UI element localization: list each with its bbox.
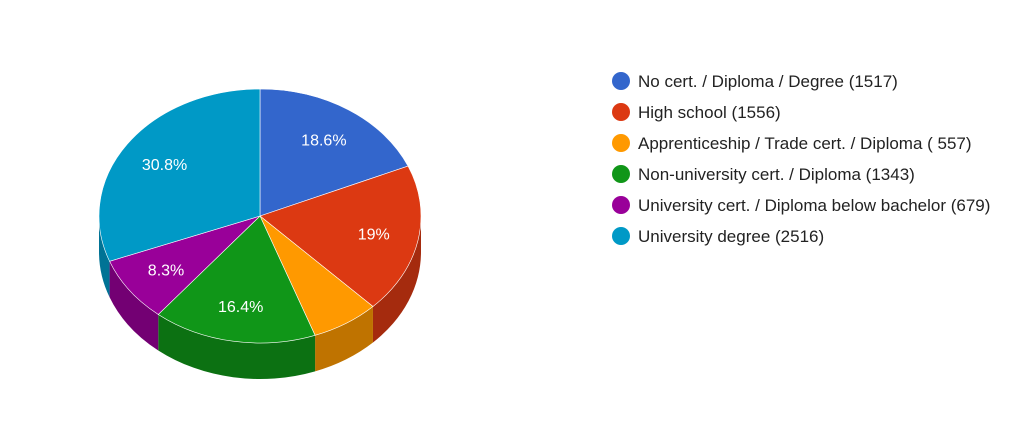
slice-percent-label: 19%: [358, 227, 390, 244]
legend-swatch-icon: [612, 165, 630, 183]
legend-item-university-cert[interactable]: University cert. / Diploma below bachelo…: [612, 194, 1002, 217]
legend-item-high-school[interactable]: High school (1556): [612, 101, 1002, 124]
slice-percent-label: 16.4%: [218, 299, 263, 316]
legend-label: Apprenticeship / Trade cert. / Diploma (…: [638, 134, 972, 153]
legend-swatch-icon: [612, 134, 630, 152]
pie-slice-side: [109, 261, 159, 351]
pie-slice-side: [99, 216, 110, 298]
pie-chart: 18.6% 19% 16.4% 8.3% 30.8%: [98, 88, 422, 379]
slice-percent-label: 30.8%: [142, 157, 187, 174]
pie-slice-side: [372, 216, 422, 343]
pie-slice-side: [315, 306, 373, 372]
pie-slice[interactable]: [259, 165, 422, 307]
legend-item-non-university[interactable]: Non-university cert. / Diploma (1343): [612, 163, 1002, 186]
slice-percent-label: 8.3%: [148, 263, 184, 280]
pie-slice-side: [158, 314, 316, 379]
pie-slices: [98, 88, 422, 344]
legend-label: University cert. / Diploma below bachelo…: [638, 196, 991, 215]
legend-swatch-icon: [612, 72, 630, 90]
legend-swatch-icon: [612, 227, 630, 245]
pie-slice[interactable]: [157, 215, 316, 344]
legend-label: University degree (2516): [638, 227, 825, 246]
chart-legend: No cert. / Diploma / Degree (1517) High …: [612, 70, 1002, 256]
pie-slice[interactable]: [98, 88, 261, 262]
pie-slice[interactable]: [259, 88, 409, 217]
legend-label: Non-university cert. / Diploma (1343): [638, 165, 915, 184]
legend-label: High school (1556): [638, 103, 781, 122]
legend-label: No cert. / Diploma / Degree (1517): [638, 72, 898, 91]
legend-swatch-icon: [612, 196, 630, 214]
legend-item-no-cert[interactable]: No cert. / Diploma / Degree (1517): [612, 70, 1002, 93]
pie-labels: 18.6% 19% 16.4% 8.3% 30.8%: [142, 133, 390, 316]
legend-item-apprenticeship[interactable]: Apprenticeship / Trade cert. / Diploma (…: [612, 132, 1002, 155]
legend-swatch-icon: [612, 103, 630, 121]
slice-percent-label: 18.6%: [301, 133, 346, 150]
legend-item-university-degree[interactable]: University degree (2516): [612, 225, 1002, 248]
pie-sides: [99, 216, 422, 379]
